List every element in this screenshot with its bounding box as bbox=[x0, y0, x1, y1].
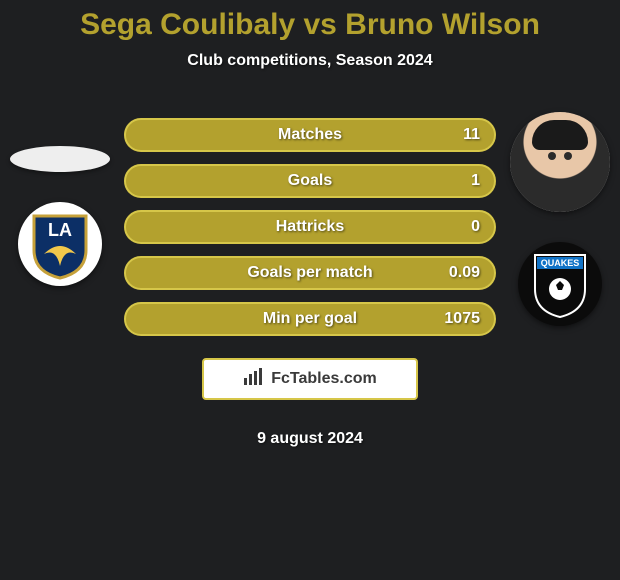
stat-right-value: 1075 bbox=[444, 310, 480, 328]
face-icon bbox=[510, 112, 610, 212]
stat-row-hattricks: Hattricks 0 bbox=[124, 210, 496, 244]
stat-row-goals: Goals 1 bbox=[124, 164, 496, 198]
stat-row-gpm: Goals per match 0.09 bbox=[124, 256, 496, 290]
stat-row-matches: Matches 11 bbox=[124, 118, 496, 152]
stats-list: Matches 11 Goals 1 Hattricks 0 Goals per… bbox=[120, 112, 500, 448]
left-player-photo bbox=[10, 146, 110, 172]
svg-text:QUAKES: QUAKES bbox=[541, 258, 580, 268]
stat-label: Hattricks bbox=[276, 218, 344, 236]
stat-right-value: 0 bbox=[471, 218, 480, 236]
brand-text-prefix: Fc bbox=[271, 370, 290, 387]
brand-text: FcTables.com bbox=[271, 370, 377, 388]
date-text: 9 august 2024 bbox=[124, 430, 496, 448]
bar-chart-icon bbox=[243, 368, 265, 391]
brand-badge: FcTables.com bbox=[202, 358, 418, 400]
stat-right-value: 1 bbox=[471, 172, 480, 190]
subtitle: Club competitions, Season 2024 bbox=[0, 52, 620, 70]
right-club-badge: QUAKES bbox=[518, 242, 602, 326]
left-side: LA bbox=[0, 112, 120, 286]
right-side: QUAKES bbox=[500, 112, 620, 326]
quakes-icon: QUAKES bbox=[525, 249, 595, 319]
page-title: Sega Coulibaly vs Bruno Wilson bbox=[0, 0, 620, 42]
infographic: Sega Coulibaly vs Bruno Wilson Club comp… bbox=[0, 0, 620, 580]
stat-row-mpg: Min per goal 1075 bbox=[124, 302, 496, 336]
stat-right-value: 11 bbox=[463, 126, 480, 144]
left-club-badge: LA bbox=[18, 202, 102, 286]
stat-label: Goals per match bbox=[247, 264, 372, 282]
stat-label: Min per goal bbox=[263, 310, 357, 328]
stat-label: Matches bbox=[278, 126, 342, 144]
columns: LA Matches 11 Goals 1 Hattricks 0 bbox=[0, 112, 620, 448]
svg-text:LA: LA bbox=[48, 220, 72, 240]
la-galaxy-icon: LA bbox=[24, 208, 96, 280]
right-player-photo bbox=[510, 112, 610, 212]
brand-text-suffix: Tables.com bbox=[290, 370, 377, 387]
stat-right-value: 0.09 bbox=[449, 264, 480, 282]
stat-label: Goals bbox=[288, 172, 332, 190]
